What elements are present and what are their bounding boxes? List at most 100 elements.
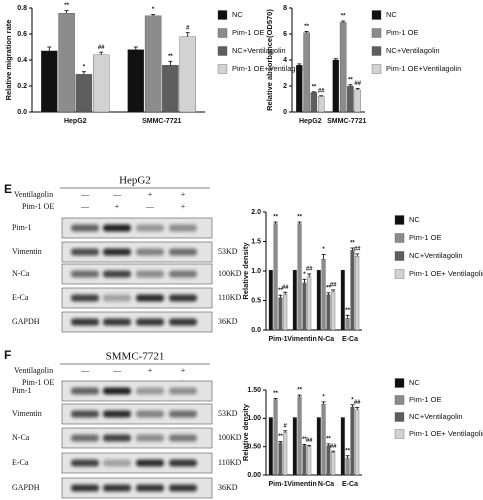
- blot-band: [169, 294, 197, 302]
- blot-title: SMMC-7721: [106, 351, 165, 363]
- legend-swatch: [217, 10, 228, 20]
- bar: [278, 442, 283, 476]
- bar: [310, 92, 318, 113]
- x-tick-label: SMMC-7721: [142, 118, 181, 125]
- significance-mark: **: [341, 14, 346, 20]
- significance-mark: #: [186, 25, 190, 31]
- x-tick-label: Vimentin: [287, 336, 316, 343]
- bar: [273, 399, 278, 476]
- bar: [350, 250, 355, 331]
- significance-mark: ##: [306, 267, 313, 273]
- legend-swatch: [371, 64, 382, 74]
- bar: [350, 406, 355, 476]
- blot-band: [103, 387, 131, 395]
- y-tick-label: 0.50: [247, 444, 261, 451]
- legend-swatch: [217, 64, 228, 74]
- band-size: 53KD: [218, 409, 238, 418]
- treatment-sign: —: [112, 190, 122, 199]
- bar: [316, 418, 321, 476]
- significance-mark: *: [303, 272, 306, 278]
- treatment-label: Ventilagolin: [14, 366, 53, 375]
- blot-band: [136, 387, 164, 395]
- blot-band: [103, 459, 131, 467]
- treatment-label: Pim-1 OE: [22, 202, 54, 211]
- bar: [162, 65, 179, 113]
- treatment-sign: +: [148, 190, 153, 199]
- legend-swatch: [394, 378, 405, 388]
- y-tick-label: 6: [283, 31, 287, 38]
- significance-mark: **: [168, 54, 173, 60]
- bar: [268, 418, 273, 476]
- y-tick-label: 1.00: [247, 415, 261, 422]
- y-tick-label: 0.8: [17, 5, 27, 12]
- significance-mark: **: [302, 437, 307, 443]
- legend-label: Pim-1 OE+Ventilagolin: [386, 64, 461, 73]
- bar: [41, 50, 58, 113]
- blot-band: [136, 318, 164, 326]
- legend-label: Pim-1 OE+ Ventilagolin: [409, 269, 483, 278]
- y-tick-label: 0: [283, 109, 287, 116]
- legend-label: NC: [409, 215, 420, 224]
- legend-label: NC+Ventilagolin: [409, 412, 463, 421]
- x-tick-label: Pim-1: [268, 336, 287, 343]
- x-tick-label: SMMC-7721: [327, 118, 366, 125]
- y-tick-label: 2: [283, 83, 287, 90]
- y-tick-label: 0.2: [17, 83, 27, 90]
- blot-band: [103, 294, 131, 302]
- treatment-sign: —: [112, 366, 122, 375]
- significance-mark: **: [326, 285, 331, 291]
- legend-swatch: [371, 28, 382, 38]
- blot-band: [169, 410, 197, 418]
- bar: [347, 85, 354, 113]
- legend-swatch: [371, 46, 382, 56]
- blot-band: [71, 294, 99, 302]
- x-tick-label: HepG2: [299, 118, 322, 125]
- bar: [307, 446, 312, 476]
- bar: [179, 36, 196, 113]
- band-label: E-Ca: [12, 293, 29, 302]
- bar: [354, 89, 361, 113]
- blot-band: [136, 294, 164, 302]
- x-tick-label: Pim-1: [268, 481, 287, 488]
- y-tick-label: 0.00: [247, 472, 261, 479]
- treatment-sign: +: [115, 202, 120, 211]
- legend-swatch: [394, 395, 405, 405]
- legend-label: NC+Ventilagolin: [232, 46, 286, 55]
- band-label: N-Ca: [12, 433, 30, 442]
- x-tick-label: E-Ca: [342, 481, 358, 488]
- legend-swatch: [394, 412, 405, 422]
- blot-band: [169, 434, 197, 442]
- bar: [58, 13, 75, 113]
- bar: [326, 294, 331, 331]
- band-size: 36KD: [218, 483, 238, 492]
- bar: [93, 54, 110, 113]
- y-tick-label: 0.5: [251, 297, 261, 304]
- legend-swatch: [394, 269, 405, 279]
- bar: [345, 457, 350, 476]
- bar: [331, 291, 336, 331]
- blot-band: [103, 410, 131, 418]
- blot-band: [71, 224, 99, 232]
- x-tick-label: Vimentin: [287, 481, 316, 488]
- bar: [302, 445, 307, 476]
- blot-band: [71, 459, 99, 467]
- significance-mark: **: [345, 308, 350, 314]
- significance-mark: **: [304, 24, 309, 30]
- legend-label: NC: [386, 10, 397, 19]
- legend-swatch: [394, 215, 405, 225]
- bar: [297, 396, 302, 476]
- treatment-sign: +: [181, 202, 186, 211]
- y-tick-label: 8: [283, 5, 287, 12]
- significance-mark: **: [64, 3, 69, 9]
- y-tick-label: 1.5: [251, 238, 261, 245]
- legend-swatch: [217, 28, 228, 38]
- significance-mark: ##: [354, 246, 361, 252]
- bar: [268, 270, 273, 331]
- bar: [345, 318, 350, 331]
- bar: [297, 223, 302, 331]
- y-axis-label: Relative density: [241, 242, 250, 300]
- bar: [339, 22, 347, 113]
- blot-band: [103, 248, 131, 256]
- band-label: GAPDH: [12, 483, 40, 492]
